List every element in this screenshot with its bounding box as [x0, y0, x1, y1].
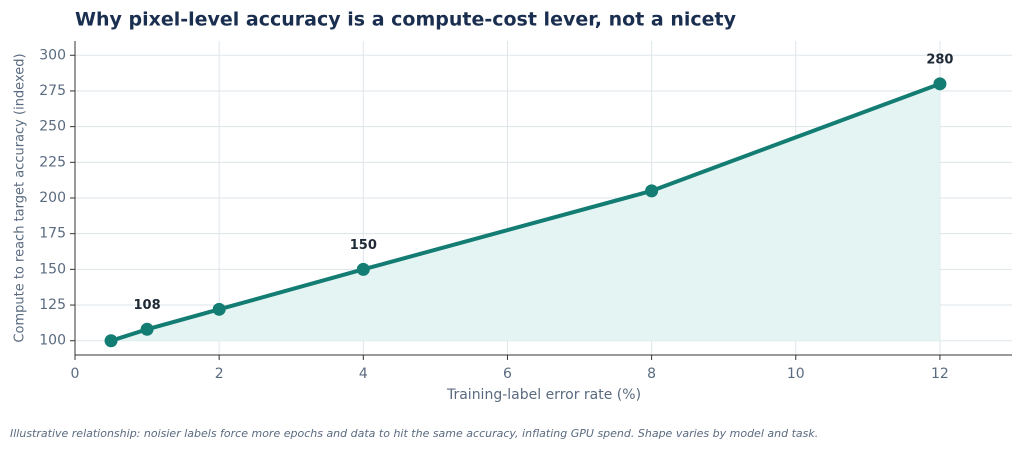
x-tick-label: 8 — [647, 366, 656, 382]
y-axis-label: Compute to reach target accuracy (indexe… — [13, 53, 28, 342]
point — [104, 334, 118, 348]
y-tick-label: 275 — [39, 83, 66, 99]
x-tick-label: 2 — [215, 366, 224, 382]
x-tick-label: 10 — [787, 366, 805, 382]
data-label: 108 — [134, 298, 161, 313]
point — [212, 302, 226, 316]
chart-title: Why pixel-level accuracy is a compute-co… — [75, 9, 737, 31]
point — [356, 262, 370, 276]
y-tick-label: 150 — [39, 261, 66, 277]
footnote: Illustrative relationship: noisier label… — [10, 427, 818, 440]
y-tick-label: 300 — [39, 47, 66, 63]
area — [111, 83, 940, 341]
x-tick-label: 12 — [931, 366, 949, 382]
x-axis-label: Training-label error rate (%) — [446, 387, 641, 403]
y-tick-label: 200 — [39, 190, 66, 206]
x-tick-label: 6 — [503, 366, 512, 382]
y-tick-label: 225 — [39, 154, 66, 170]
data-label: 280 — [926, 52, 953, 67]
y-tick-label: 250 — [39, 119, 66, 135]
x-tick-label: 0 — [71, 366, 80, 382]
point — [645, 184, 659, 198]
y-tick-label: 175 — [39, 226, 66, 242]
point — [933, 77, 947, 91]
data-label: 150 — [350, 238, 377, 253]
x-tick-label: 4 — [359, 366, 368, 382]
y-tick-label: 125 — [39, 297, 66, 313]
point — [140, 322, 154, 336]
y-tick-label: 100 — [39, 333, 66, 349]
